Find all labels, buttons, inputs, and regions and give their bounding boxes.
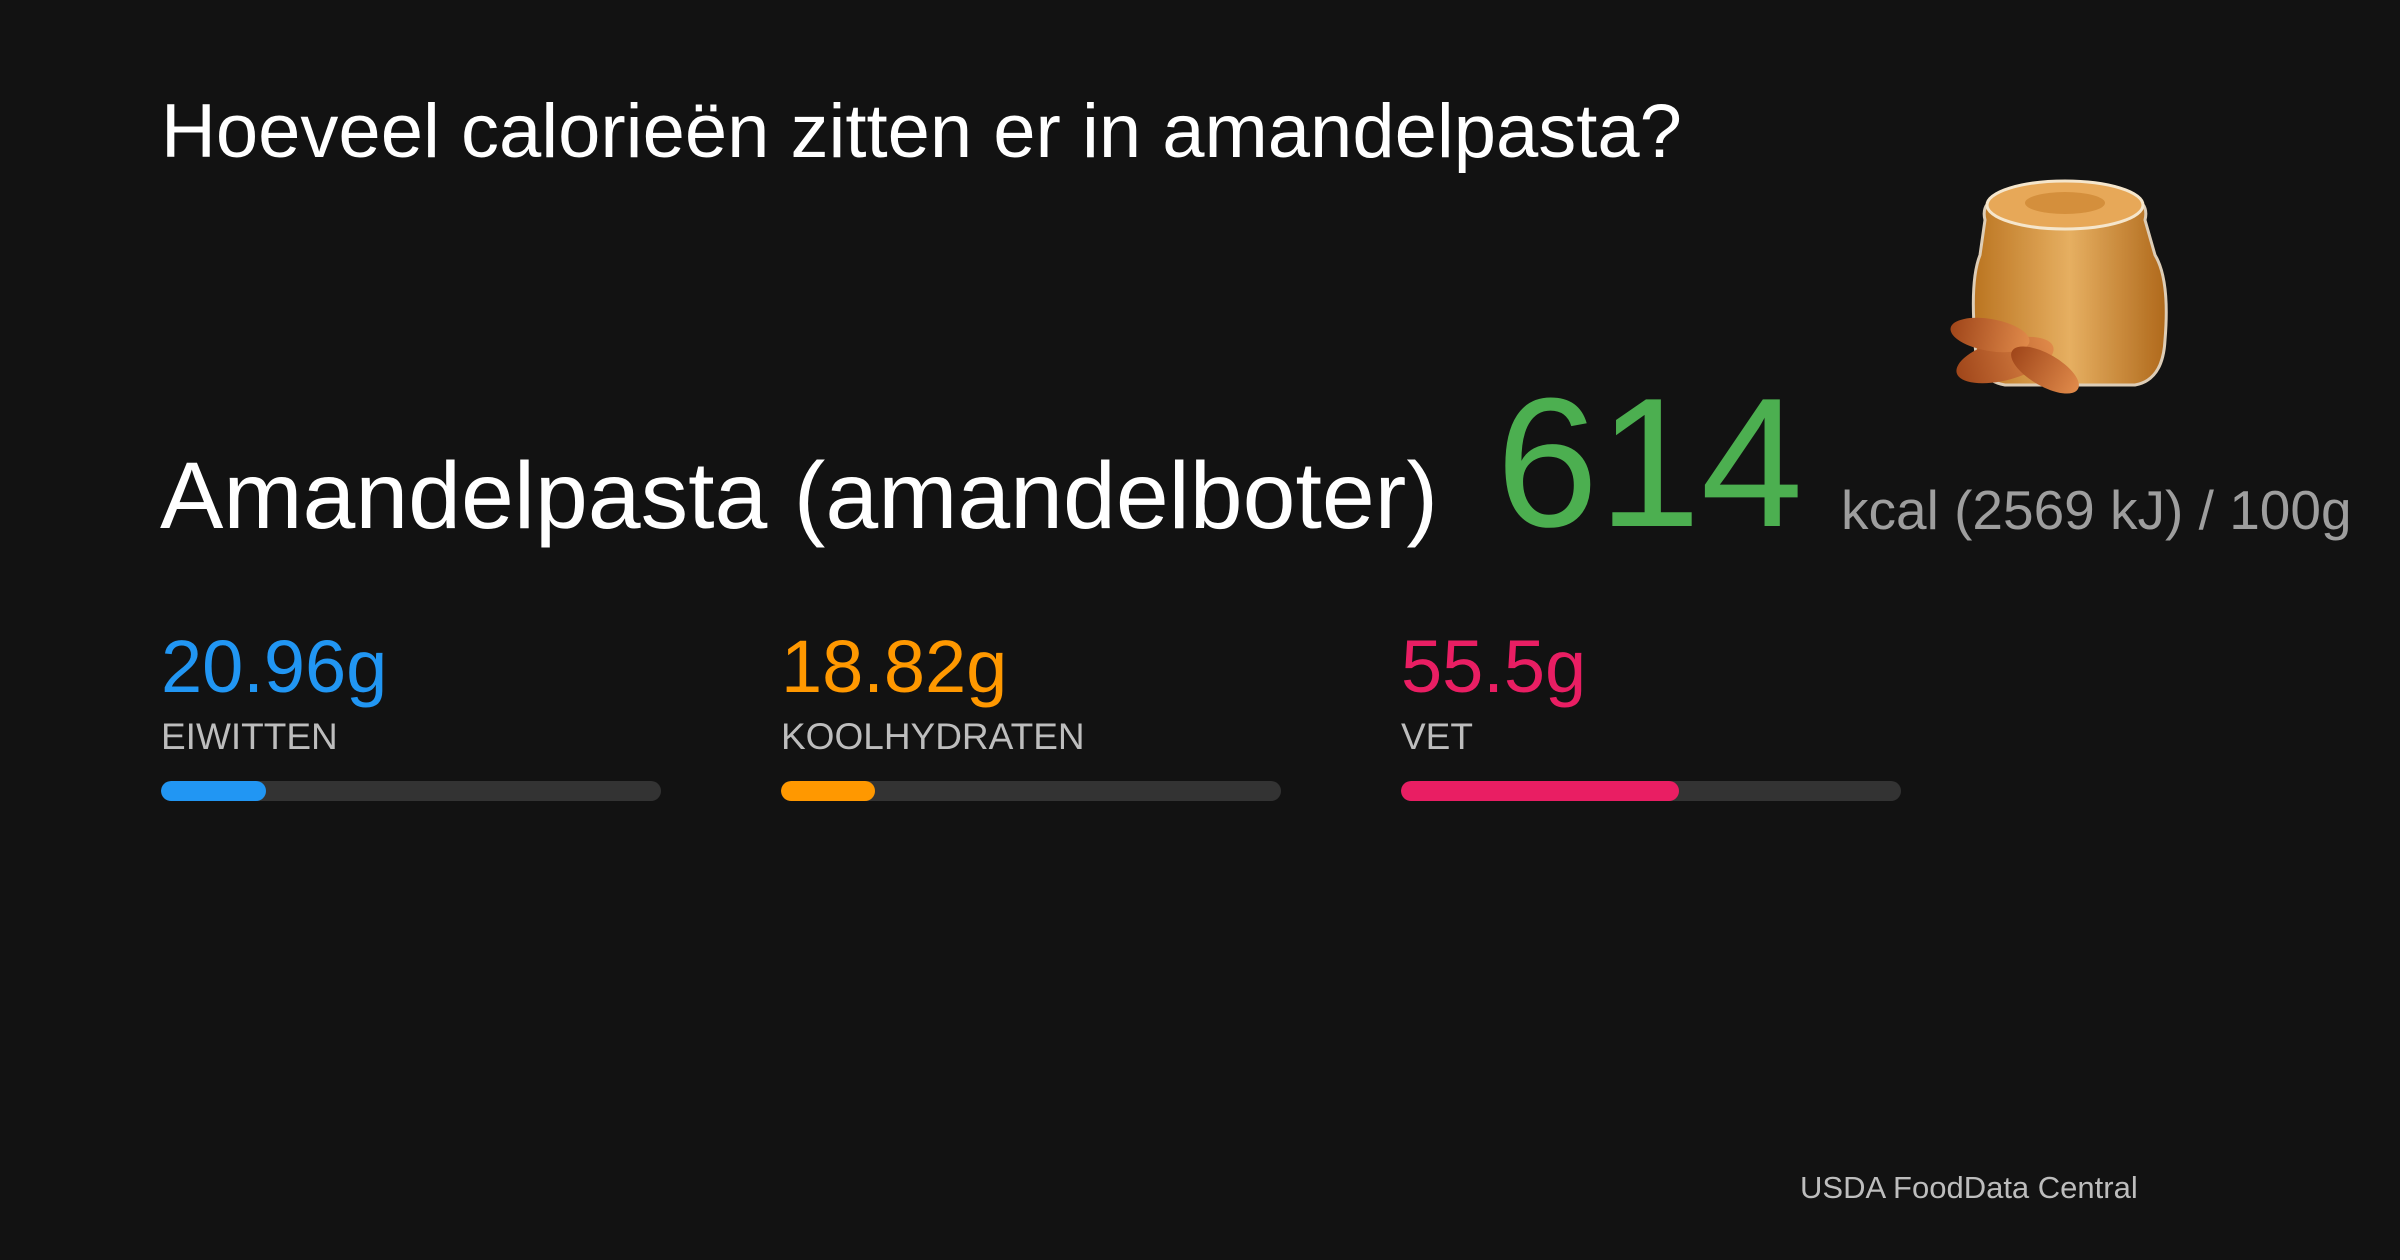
macro: 20.96g EIWITTEN xyxy=(161,625,661,801)
macro-value: 20.96g xyxy=(161,625,388,708)
progress-track xyxy=(1401,781,1901,801)
macro-label: KOOLHYDRATEN xyxy=(781,716,1085,757)
progress-fill xyxy=(781,781,876,801)
macro-label: EIWITTEN xyxy=(161,716,338,757)
food-image xyxy=(1950,179,2168,394)
macro: 18.82g KOOLHYDRATEN xyxy=(781,625,1281,801)
macro-value: 55.5g xyxy=(1401,625,1587,708)
progress-fill xyxy=(1401,781,1679,801)
source: USDA FoodData Central xyxy=(1800,1170,2138,1205)
serving: 100g xyxy=(2229,479,2352,541)
macro-label: VET xyxy=(1401,716,1473,757)
macro: 55.5g VET xyxy=(1401,625,1901,801)
energy-text: kcal (2569 kJ) / 100g xyxy=(1841,478,2352,542)
energy-unit: kcal (2569 kJ) / xyxy=(1841,479,2230,541)
page-title: Hoeveel calorieën zitten er in amandelpa… xyxy=(161,89,1682,174)
progress-track xyxy=(781,781,1281,801)
progress-fill xyxy=(161,781,266,801)
food-name: Amandelpasta (amandelboter) xyxy=(160,443,1438,549)
progress-track xyxy=(161,781,661,801)
macro-value: 18.82g xyxy=(781,625,1008,708)
kcal-value: 614 xyxy=(1496,359,1803,565)
